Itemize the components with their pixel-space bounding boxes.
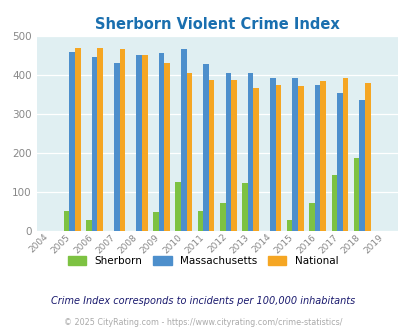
Bar (142, 54, 147, 231)
Bar (153, 212, 158, 231)
Bar (292, 78, 297, 231)
Legend: Sherborn, Massachusetts, National: Sherborn, Massachusetts, National (63, 252, 342, 270)
Bar (247, 73, 253, 231)
Bar (309, 203, 314, 231)
Bar (314, 84, 320, 231)
Bar (64, 211, 69, 231)
Text: Crime Index corresponds to incidents per 100,000 inhabitants: Crime Index corresponds to incidents per… (51, 296, 354, 306)
Bar (358, 100, 364, 231)
Bar (208, 80, 214, 231)
Bar (158, 53, 164, 231)
Bar (253, 88, 258, 231)
Bar (269, 78, 275, 231)
Bar (186, 73, 192, 231)
Bar (242, 183, 247, 231)
Bar (203, 64, 208, 231)
Bar (69, 52, 75, 231)
Bar (75, 48, 81, 231)
Bar (97, 48, 102, 231)
Bar (164, 63, 169, 231)
Bar (342, 78, 347, 231)
Bar (86, 220, 92, 231)
Bar (175, 182, 181, 231)
Bar (181, 49, 186, 231)
Text: © 2025 CityRating.com - https://www.cityrating.com/crime-statistics/: © 2025 CityRating.com - https://www.city… (64, 318, 341, 327)
Bar (297, 86, 303, 231)
Bar (197, 211, 203, 231)
Bar (136, 55, 142, 231)
Bar (275, 84, 281, 231)
Bar (230, 80, 236, 231)
Bar (353, 158, 358, 231)
Bar (114, 63, 119, 231)
Bar (286, 220, 292, 231)
Bar (119, 49, 125, 231)
Bar (225, 73, 230, 231)
Bar (92, 57, 97, 231)
Bar (220, 203, 225, 231)
Bar (364, 83, 370, 231)
Bar (331, 175, 336, 231)
Bar (320, 81, 325, 231)
Bar (336, 93, 342, 231)
Title: Sherborn Violent Crime Index: Sherborn Violent Crime Index (95, 17, 339, 32)
